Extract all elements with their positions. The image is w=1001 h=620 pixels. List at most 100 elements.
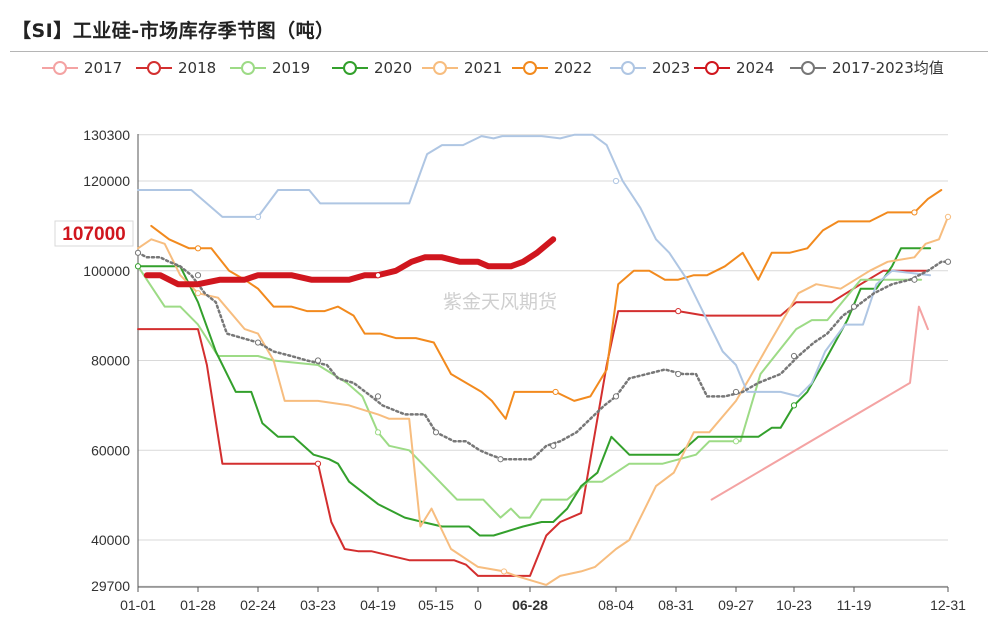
legend-marker bbox=[241, 61, 255, 75]
series-marker-avg[interactable] bbox=[790, 352, 798, 360]
series-marker-2022[interactable] bbox=[911, 209, 918, 216]
title-divider bbox=[10, 51, 988, 52]
series-marker-2020[interactable] bbox=[134, 263, 142, 270]
y-axis-ticks: 130300 120000 100000 80000 60000 40000 29700 bbox=[83, 127, 130, 594]
y-tick-label: 120000 bbox=[83, 173, 130, 189]
y-tick-label: 130300 bbox=[83, 127, 130, 143]
series-marker-avg[interactable] bbox=[944, 258, 952, 265]
legend-item-2022[interactable]: 2022 bbox=[512, 59, 592, 77]
x-tick-label: 05-15 bbox=[418, 597, 454, 613]
legend-label: 2022 bbox=[554, 59, 592, 77]
series-marker-2022[interactable] bbox=[194, 245, 202, 252]
legend-item-2017[interactable]: 2017 bbox=[42, 59, 122, 77]
legend-item-2023[interactable]: 2023 bbox=[610, 59, 690, 77]
legend-item-2018[interactable]: 2018 bbox=[136, 59, 216, 77]
y-tick-label: 40000 bbox=[91, 532, 130, 548]
legend-label: 2018 bbox=[178, 59, 216, 77]
y-tick-label: 60000 bbox=[91, 442, 130, 458]
series-marker-2021[interactable] bbox=[500, 568, 508, 575]
x-tick-label: 04-19 bbox=[360, 597, 396, 613]
x-tick-label: 08-31 bbox=[658, 597, 694, 613]
series-marker-avg[interactable] bbox=[675, 370, 682, 378]
legend-label: 2019 bbox=[272, 59, 310, 77]
legend-label: 2024 bbox=[736, 59, 774, 77]
series-marker-2022[interactable] bbox=[552, 388, 559, 396]
chart-title: 【SI】工业硅-市场库存季节图（吨） bbox=[12, 20, 335, 42]
series-marker-2021[interactable] bbox=[944, 213, 952, 220]
legend-marker bbox=[621, 61, 635, 75]
x-tick-label: 08-04 bbox=[598, 597, 634, 613]
series-line-2024[interactable] bbox=[143, 236, 557, 288]
series-marker-2023[interactable] bbox=[612, 177, 620, 185]
x-tick-label: 01-01 bbox=[120, 597, 156, 613]
series-marker-avg[interactable] bbox=[134, 249, 142, 256]
series-line-avg[interactable] bbox=[136, 251, 950, 461]
legend-marker bbox=[523, 61, 537, 75]
series-marker-avg[interactable] bbox=[314, 357, 322, 364]
series-marker-2018[interactable] bbox=[675, 308, 682, 315]
x-tick-label: 03-23 bbox=[300, 597, 336, 613]
y-tick-label: 80000 bbox=[91, 353, 130, 369]
x-tick-label: 02-24 bbox=[240, 597, 276, 613]
x-axis-ticks: 01-01 01-28 02-24 03-23 04-19 05-15 0 06-28 08-0… bbox=[120, 587, 966, 613]
series-marker-avg[interactable] bbox=[732, 388, 740, 396]
series-line-2017[interactable] bbox=[710, 305, 929, 501]
series-marker-avg[interactable] bbox=[550, 442, 557, 449]
grid-lines bbox=[138, 134, 948, 587]
series-marker-avg[interactable] bbox=[432, 429, 440, 436]
series-marker-2019[interactable] bbox=[374, 429, 382, 436]
x-tick-label: 0 bbox=[474, 597, 482, 613]
legend[interactable]: 2017 2018 2019 2020 2021 2022 2023 2024 2017-202… bbox=[42, 59, 944, 77]
series-line-2020[interactable] bbox=[137, 247, 932, 537]
series-marker-2019[interactable] bbox=[732, 438, 740, 445]
y-tick-label: 29700 bbox=[91, 578, 130, 594]
x-tick-label-highlight: 06-28 bbox=[512, 597, 548, 613]
series-marker-avg[interactable] bbox=[374, 393, 382, 400]
y-tick-label: 100000 bbox=[83, 263, 130, 279]
series-marker-avg[interactable] bbox=[194, 272, 202, 279]
legend-item-2019[interactable]: 2019 bbox=[230, 59, 310, 77]
x-tick-label: 01-28 bbox=[180, 597, 216, 613]
series-lines bbox=[134, 133, 952, 586]
legend-label: 2020 bbox=[374, 59, 412, 77]
legend-label: 2017 bbox=[84, 59, 122, 77]
series-marker-avg[interactable] bbox=[497, 456, 504, 463]
series-marker-avg[interactable] bbox=[911, 276, 918, 283]
x-tick-label: 10-23 bbox=[776, 597, 812, 613]
x-tick-label: 12-31 bbox=[930, 597, 966, 613]
legend-marker bbox=[343, 61, 357, 75]
series-line-2019[interactable] bbox=[137, 265, 923, 519]
legend-marker bbox=[801, 61, 815, 75]
series-line-2018[interactable] bbox=[137, 269, 929, 577]
legend-marker bbox=[705, 61, 719, 75]
legend-item-2021[interactable]: 2021 bbox=[422, 59, 502, 77]
series-marker-2024[interactable] bbox=[374, 272, 382, 279]
legend-marker bbox=[53, 61, 67, 75]
series-marker-avg[interactable] bbox=[254, 339, 262, 346]
axes bbox=[137, 134, 948, 588]
legend-marker bbox=[433, 61, 447, 75]
legend-item-2024[interactable]: 2024 bbox=[694, 59, 774, 77]
series-line-2022[interactable] bbox=[150, 189, 943, 420]
series-line-2021[interactable] bbox=[137, 215, 949, 586]
watermark: 紫金天风期货 bbox=[443, 291, 557, 313]
series-marker-2023[interactable] bbox=[254, 213, 262, 220]
legend-item-avg[interactable]: 2017-2023均值 bbox=[790, 59, 944, 77]
series-line-2023[interactable] bbox=[137, 133, 932, 398]
series-marker-avg[interactable] bbox=[612, 393, 620, 400]
series-marker-avg[interactable] bbox=[850, 303, 858, 310]
highlight-labels: 107000 bbox=[54, 220, 134, 247]
x-tick-label: 09-27 bbox=[718, 597, 754, 613]
legend-label: 2017-2023均值 bbox=[832, 59, 944, 77]
series-marker-2020[interactable] bbox=[790, 402, 798, 409]
series-marker-2018[interactable] bbox=[314, 460, 322, 467]
legend-label: 2021 bbox=[464, 59, 502, 77]
x-tick-label: 11-19 bbox=[837, 597, 872, 613]
legend-label: 2023 bbox=[652, 59, 690, 77]
legend-item-2020[interactable]: 2020 bbox=[332, 59, 412, 77]
current-value-box bbox=[54, 220, 134, 247]
series-marker-2021[interactable] bbox=[194, 290, 202, 297]
legend-marker bbox=[147, 61, 161, 75]
